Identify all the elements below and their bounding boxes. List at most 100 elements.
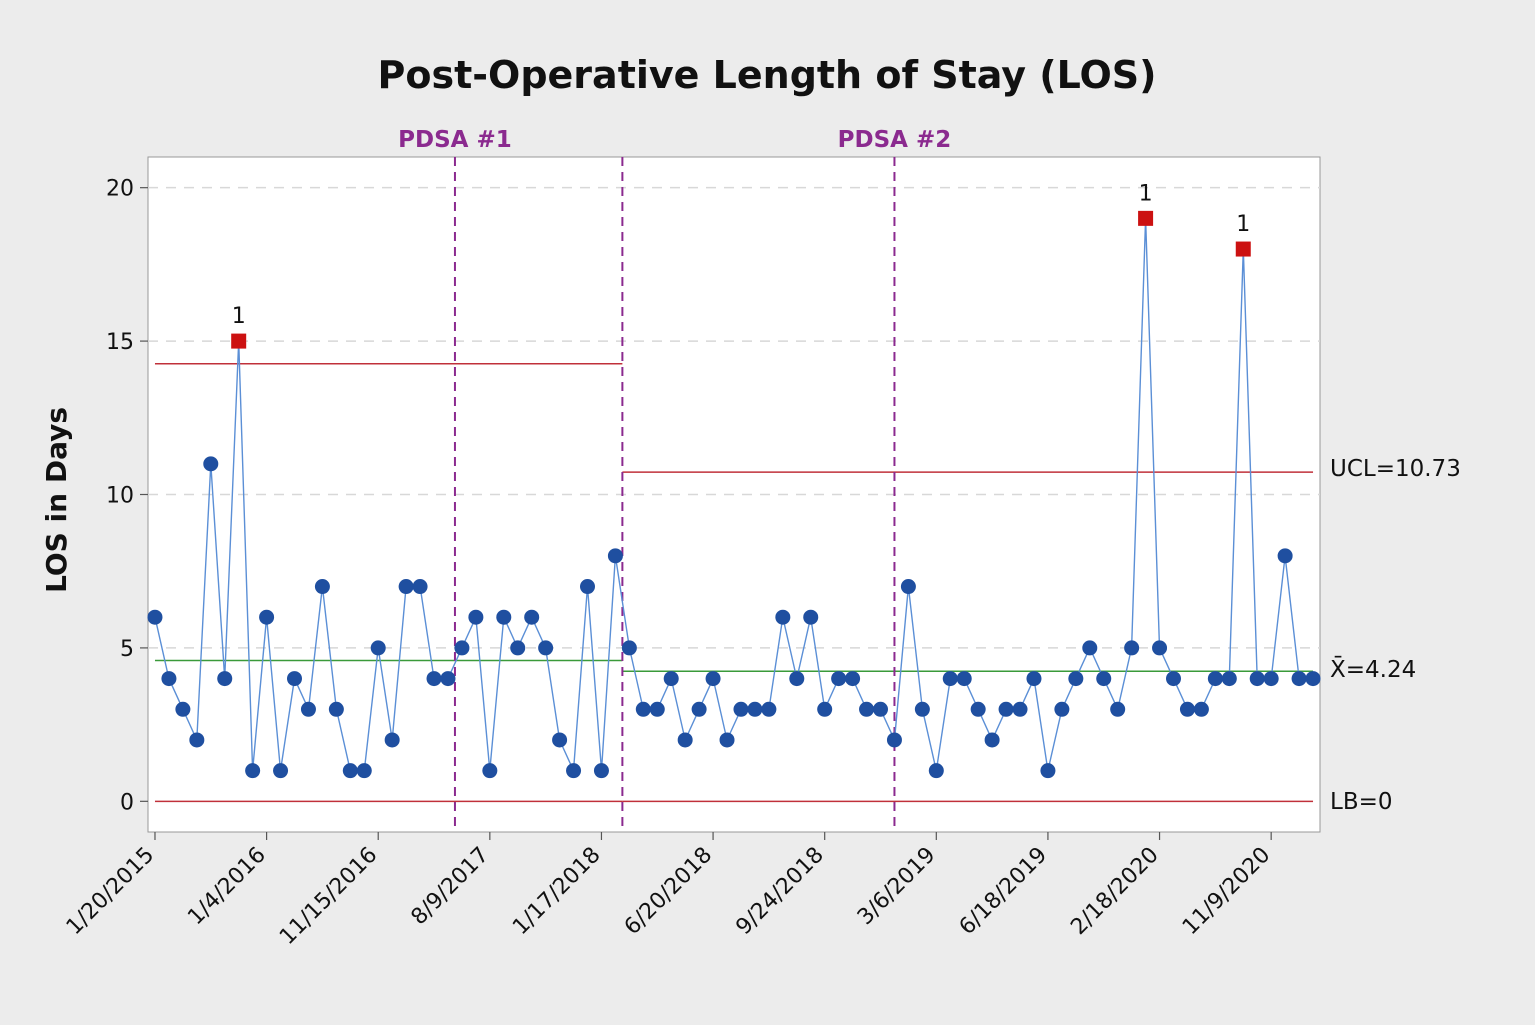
data-point: [314, 579, 330, 595]
data-point: [705, 671, 721, 687]
data-point: [1193, 701, 1209, 717]
x-tick-label: 11/9/2020: [1178, 843, 1275, 940]
out-of-control-flag: 1: [1236, 212, 1250, 237]
x-tick-label: 8/9/2017: [407, 843, 495, 931]
data-point: [984, 732, 1000, 748]
data-point: [454, 640, 470, 656]
lb-label: LB=0: [1330, 789, 1393, 815]
data-point: [538, 640, 554, 656]
data-point: [552, 732, 568, 748]
data-point: [691, 701, 707, 717]
data-point: [803, 609, 819, 625]
ucl-label: UCL=10.73: [1330, 456, 1461, 482]
data-point: [1096, 671, 1112, 687]
data-point: [370, 640, 386, 656]
data-point: [761, 701, 777, 717]
y-tick-label: 15: [106, 330, 134, 355]
center-line-label: X̄=4.24: [1330, 655, 1416, 683]
data-point: [747, 701, 763, 717]
data-point: [580, 579, 595, 595]
x-tick-label: 1/4/2016: [183, 843, 271, 931]
data-point: [886, 732, 902, 748]
y-tick-label: 5: [120, 637, 134, 662]
x-tick-label: 11/15/2016: [275, 843, 382, 950]
data-point: [1026, 671, 1042, 687]
data-point: [468, 609, 484, 625]
phase-label: PDSA #1: [398, 127, 512, 153]
data-point: [1249, 671, 1265, 687]
data-point: [942, 671, 958, 687]
data-point: [593, 763, 609, 779]
data-point: [1305, 671, 1321, 687]
data-point: [831, 671, 847, 687]
data-point: [956, 671, 972, 687]
data-point: [412, 579, 428, 595]
data-point: [1263, 671, 1279, 687]
data-point: [217, 671, 233, 687]
control-limits: [154, 363, 1314, 803]
data-point: [356, 763, 372, 779]
data-point: [300, 701, 316, 717]
data-point: [398, 579, 414, 595]
x-tick-label: 6/20/2018: [620, 843, 717, 940]
data-point: [928, 763, 944, 779]
data-series: 1 1 1: [147, 181, 1321, 779]
y-tick-label: 0: [120, 790, 134, 815]
data-point: [496, 609, 512, 625]
data-point: [189, 732, 205, 748]
data-point: [1166, 671, 1181, 687]
data-point: [1124, 640, 1140, 656]
data-point: [733, 701, 749, 717]
data-point: [845, 671, 861, 687]
x-tick-label: 2/18/2020: [1066, 843, 1163, 940]
x-tick-label: 9/24/2018: [731, 843, 828, 940]
out-of-control-flag: 1: [232, 304, 246, 329]
out-of-control-point: [231, 333, 247, 349]
data-point: [719, 732, 735, 748]
data-point: [914, 701, 930, 717]
data-point: [566, 763, 582, 779]
data-point: [677, 732, 693, 748]
data-point: [607, 548, 623, 564]
data-point: [384, 732, 400, 748]
data-point: [998, 701, 1014, 717]
chart-title: Post-Operative Length of Stay (LOS): [378, 53, 1157, 97]
data-point: [161, 671, 177, 687]
data-point: [663, 671, 679, 687]
data-point: [1082, 640, 1098, 656]
data-point: [1291, 671, 1307, 687]
data-point: [1152, 640, 1168, 656]
x-tick-label: 1/17/2018: [508, 843, 605, 940]
x-tick-label: 1/20/2015: [62, 843, 159, 940]
data-point: [900, 579, 916, 595]
data-point: [328, 701, 344, 717]
data-point: [775, 609, 791, 625]
phase-label: PDSA #2: [838, 127, 952, 153]
data-point: [649, 701, 665, 717]
data-point: [245, 763, 261, 779]
data-point: [426, 671, 442, 687]
data-point: [1054, 701, 1070, 717]
data-point: [1040, 763, 1056, 779]
data-point: [524, 609, 540, 625]
out-of-control-flag: 1: [1139, 181, 1153, 206]
data-point: [859, 701, 875, 717]
data-point: [482, 763, 498, 779]
data-point: [287, 671, 302, 687]
data-point: [440, 671, 456, 687]
data-point: [635, 701, 651, 717]
x-tick-label: 6/18/2019: [955, 843, 1052, 940]
data-point: [1221, 671, 1237, 687]
data-point: [1179, 701, 1195, 717]
data-point: [1012, 701, 1028, 717]
data-point: [175, 701, 191, 717]
data-point: [147, 609, 163, 625]
data-point: [259, 609, 275, 625]
series-line: [154, 218, 1313, 772]
data-point: [273, 763, 289, 779]
data-point: [1068, 671, 1084, 687]
data-point: [510, 640, 526, 656]
y-tick-label: 10: [106, 484, 134, 509]
x-tick-label: 3/6/2019: [853, 843, 941, 931]
data-point: [1207, 671, 1223, 687]
